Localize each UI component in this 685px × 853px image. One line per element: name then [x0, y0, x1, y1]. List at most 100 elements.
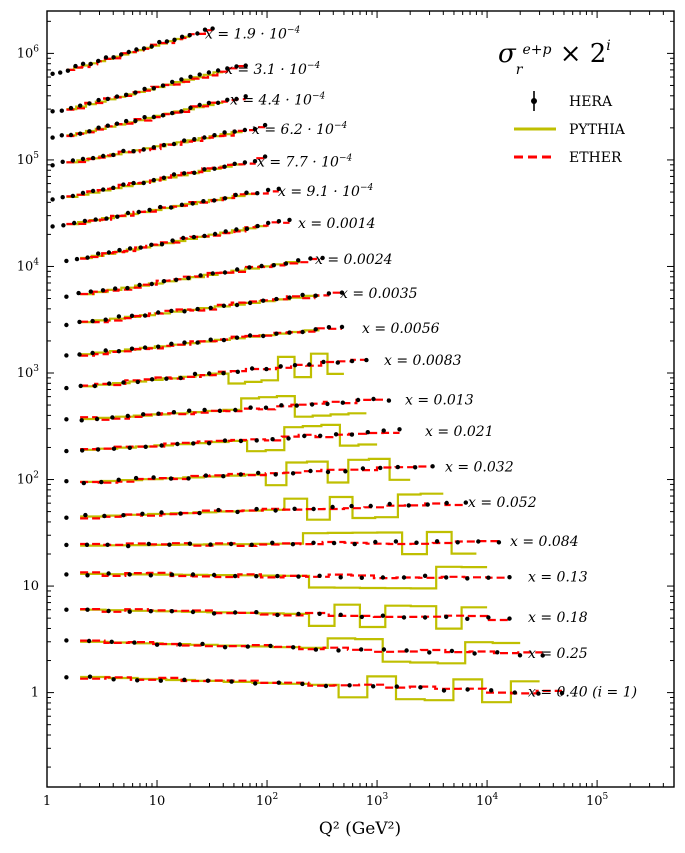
hera-point	[141, 46, 147, 51]
hera-point	[234, 227, 239, 232]
hera-point	[359, 575, 364, 580]
hera-point	[273, 472, 278, 477]
hera-point	[201, 199, 206, 204]
hera-point	[64, 294, 69, 299]
hera-point	[60, 195, 65, 200]
hera-point	[465, 616, 470, 621]
hera-point	[157, 39, 162, 45]
hera-point	[264, 366, 269, 372]
hera-point	[85, 573, 90, 578]
hera-point	[86, 638, 92, 644]
hera-point	[124, 92, 129, 98]
hera-point	[131, 149, 136, 154]
hera-point	[202, 233, 207, 239]
hera-point	[129, 313, 135, 318]
hera-point	[148, 609, 153, 614]
hera-point	[149, 44, 154, 49]
hera-point	[360, 466, 366, 471]
hera-point	[444, 575, 449, 580]
hera-point	[225, 66, 230, 71]
hera-point	[425, 502, 430, 507]
hera-point	[325, 469, 331, 475]
hera-point	[142, 86, 147, 92]
hera-point	[381, 647, 387, 652]
hera-point	[188, 105, 193, 111]
hera-point	[238, 438, 244, 444]
hera-point	[50, 135, 55, 140]
hera-point	[167, 542, 172, 547]
hera-point	[233, 407, 238, 413]
hera-point	[343, 469, 348, 474]
hera-point	[78, 383, 83, 389]
hera-point	[177, 642, 182, 647]
hera-point	[182, 340, 187, 345]
hera-point	[215, 68, 221, 73]
hera-point	[274, 296, 279, 302]
hera-point	[211, 572, 217, 578]
hera-point	[378, 465, 383, 471]
hera-point	[216, 507, 221, 513]
hera-point	[143, 444, 148, 449]
hera-point	[50, 71, 55, 77]
hera-point	[234, 302, 240, 308]
hera-point	[64, 353, 69, 358]
hera-point	[313, 647, 319, 652]
hera-point	[78, 131, 83, 136]
hera-point	[308, 468, 313, 474]
hera-point	[441, 688, 447, 693]
hera-point	[70, 193, 76, 199]
hera-point	[178, 511, 183, 516]
hera-point	[90, 188, 96, 194]
hera-point	[141, 412, 146, 417]
hera-point	[140, 511, 145, 516]
hera-point	[263, 405, 269, 410]
hera-point	[102, 513, 107, 519]
hera-point	[156, 411, 161, 416]
hera-point	[136, 209, 141, 215]
hera-point	[254, 610, 259, 615]
bin-label: x = 0.0056	[362, 321, 440, 337]
hera-point	[434, 539, 440, 544]
hera-point	[225, 97, 230, 103]
hera-point	[512, 690, 517, 695]
hera-point	[202, 407, 207, 413]
hera-point	[211, 611, 217, 616]
hera-point	[96, 58, 101, 64]
hera-point	[178, 375, 183, 381]
hera-point	[74, 256, 80, 262]
legend-hera-marker	[531, 98, 537, 104]
hera-point	[465, 576, 470, 581]
y-tick-label: 10	[22, 579, 39, 594]
hera-point	[380, 575, 386, 580]
hera-point	[463, 500, 468, 505]
hera-point	[149, 377, 155, 382]
hera-point	[127, 445, 132, 450]
hera-point	[234, 96, 239, 102]
hera-point	[182, 138, 187, 143]
hera-point	[212, 133, 217, 138]
hera-point	[88, 61, 93, 67]
x-tick-label: 10	[149, 794, 166, 809]
hera-point	[59, 133, 64, 138]
hera-point	[94, 416, 100, 422]
hera-point	[197, 510, 202, 516]
hera-point	[262, 154, 268, 159]
hera-point	[79, 418, 84, 423]
hera-point	[414, 540, 419, 545]
hera-point	[262, 122, 268, 128]
hera-point	[187, 33, 192, 38]
hera-point	[323, 683, 329, 689]
hera-point	[65, 68, 71, 73]
hera-point	[296, 611, 301, 617]
hera-point	[106, 608, 111, 614]
hera-point	[121, 148, 126, 154]
hera-point	[233, 610, 238, 615]
hera-point	[85, 607, 90, 612]
hera-point	[259, 263, 264, 269]
hera-point	[393, 539, 399, 544]
hera-point	[158, 678, 163, 683]
hera-point	[186, 275, 191, 281]
bin-label: x = 0.25	[528, 646, 588, 662]
hera-point	[294, 403, 299, 408]
